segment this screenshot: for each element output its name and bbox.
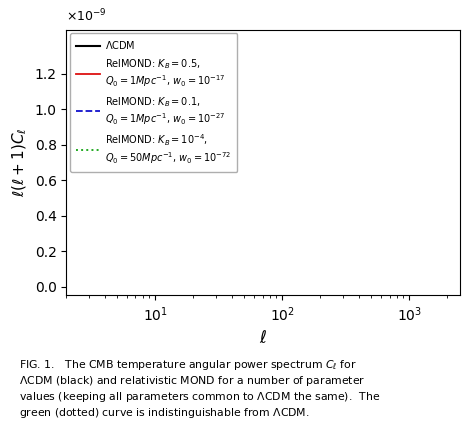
Text: $\times10^{-9}$: $\times10^{-9}$ [66,8,107,24]
Text: FIG. 1.   The CMB temperature angular power spectrum $C_\ell$ for
$\Lambda$CDM (: FIG. 1. The CMB temperature angular powe… [19,358,380,420]
X-axis label: $\ell$: $\ell$ [259,329,267,347]
Legend: $\Lambda$CDM, RelMOND: $K_B = 0.5$,
$Q_0 = 1Mpc^{-1}$, $w_0 = 10^{-17}$, RelMOND: $\Lambda$CDM, RelMOND: $K_B = 0.5$, $Q_0… [70,33,237,172]
Y-axis label: $\ell(\ell+1)C_\ell$: $\ell(\ell+1)C_\ell$ [11,128,29,197]
